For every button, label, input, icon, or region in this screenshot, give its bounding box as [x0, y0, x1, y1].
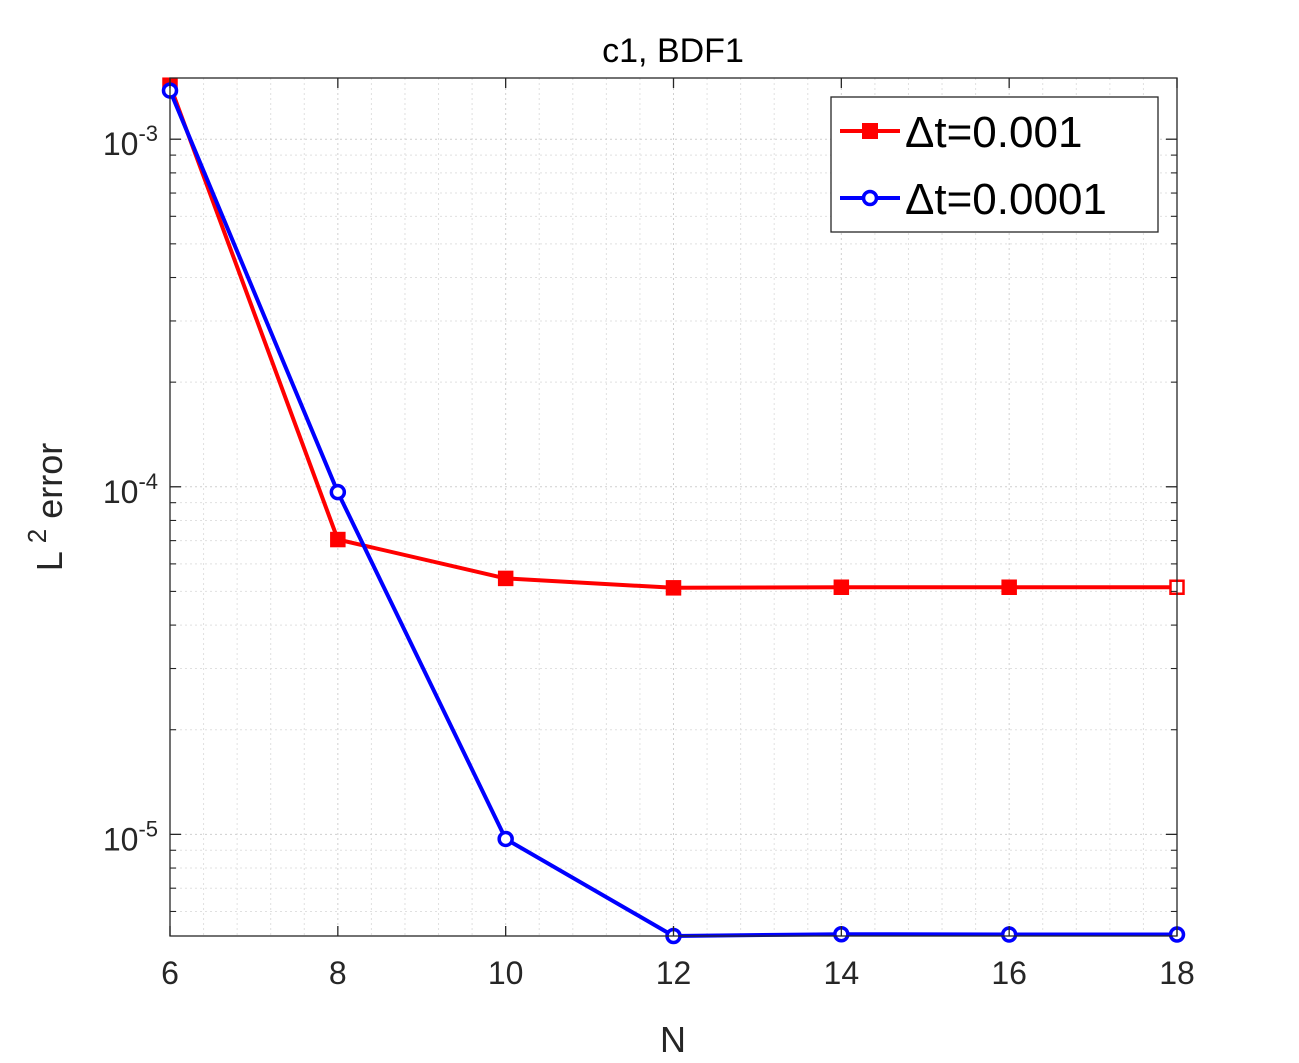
- x-axis-label: N: [660, 1019, 686, 1060]
- y-tick-label-base: 10: [103, 126, 139, 162]
- legend-marker-square: [862, 123, 878, 139]
- x-tick-label: 10: [488, 955, 524, 991]
- legend-label-2: Δt=0.0001: [905, 175, 1107, 224]
- data-point-circle: [329, 483, 347, 501]
- x-tick-label: 8: [329, 955, 347, 991]
- data-point-square: [330, 531, 346, 548]
- y-axis-label-base: L: [29, 551, 70, 571]
- y-tick-label-exponent: -5: [138, 816, 158, 841]
- legend-label-1: Δt=0.001: [905, 108, 1082, 157]
- legend-entry-1: Δt=0.001: [840, 108, 1082, 157]
- legend-entry-2: Δt=0.0001: [840, 175, 1107, 224]
- x-tick-label: 6: [161, 955, 179, 991]
- legend-marker-circle: [861, 189, 879, 207]
- x-tick-label: 12: [656, 955, 692, 991]
- data-point-square: [833, 579, 850, 595]
- x-tick-label: 14: [824, 955, 860, 991]
- y-tick-label-exponent: -3: [138, 121, 158, 146]
- y-axis-label-rest: error: [29, 443, 70, 529]
- data-point-square: [497, 570, 514, 587]
- data-point-square: [665, 580, 682, 596]
- y-tick-label-exponent: -4: [138, 469, 158, 494]
- y-axis-label-superscript: 2: [22, 529, 52, 543]
- y-tick-label: 10-4: [103, 469, 158, 510]
- legend: Δt=0.001 Δt=0.0001: [830, 96, 1159, 233]
- y-tick-label: 10-3: [103, 121, 158, 162]
- y-axis-label: L 2 error: [22, 443, 70, 572]
- data-point-square: [1001, 579, 1017, 595]
- y-tick-label: 10-5: [103, 816, 158, 857]
- y-tick-label-base: 10: [103, 474, 139, 510]
- y-tick-label-base: 10: [103, 821, 139, 857]
- x-tick-label: 16: [991, 955, 1027, 991]
- x-tick-label: 18: [1159, 955, 1195, 991]
- data-point-circle: [497, 830, 514, 848]
- chart-title: c1, BDF1: [602, 32, 744, 70]
- legend-box: [830, 96, 1159, 233]
